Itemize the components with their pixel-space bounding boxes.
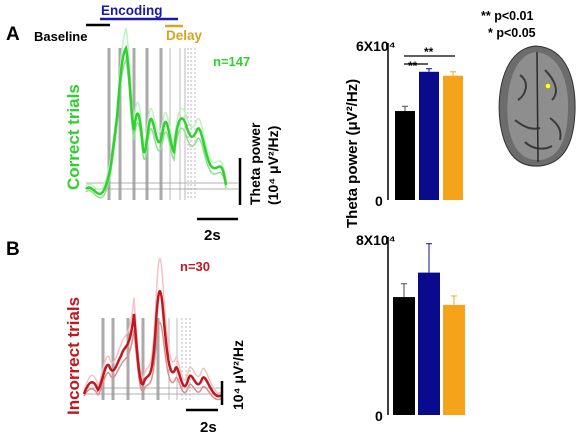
time-scale-label-a: 2s [204, 227, 221, 244]
significance-brackets: ** ** [404, 45, 455, 73]
phase-label-delay: Delay [166, 28, 203, 43]
sig-mark-encoding: ** [408, 59, 418, 73]
bar-chart-b-ymin: 0 [375, 408, 383, 424]
bar-chart-a-ylabel: Theta power (μV²/Hz) [344, 79, 361, 228]
bar-encoding [418, 272, 440, 415]
bar-encoding [419, 71, 439, 201]
time-scale-label-b: 2s [200, 419, 217, 436]
bar-delay [443, 75, 463, 200]
n-label-correct: n=147 [213, 54, 250, 69]
bar-chart-b [393, 243, 465, 415]
phase-label-baseline: Baseline [34, 29, 87, 44]
bar-chart-a-ymax: 6X10⁴ [356, 38, 396, 54]
bar-baseline [393, 297, 415, 415]
n-label-incorrect: n=30 [180, 259, 210, 274]
incorrect-trace-plot [82, 258, 223, 401]
bar-chart-a [395, 68, 463, 201]
correct-trace-plot [85, 27, 238, 200]
scale-label-a-line2: (10⁴ μV²/Hz) [265, 126, 281, 205]
sig-legend-double: ** p<0.01 [481, 9, 534, 23]
scale-label-b: 10⁴ μV²/Hz [230, 340, 246, 410]
scale-label-a-line1: Theta power [247, 122, 263, 205]
sig-mark-delay: ** [424, 45, 434, 59]
phase-label-encoding: Encoding [101, 3, 163, 18]
panel-label-a: A [6, 24, 20, 45]
bar-chart-a-ymin: 0 [375, 193, 383, 209]
bar-chart-b-ymax: 8X10⁴ [356, 232, 396, 248]
sig-legend-single: * p<0.05 [488, 26, 536, 40]
electrode-marker [545, 83, 551, 89]
bar-delay [443, 304, 465, 415]
panel-label-b: B [6, 239, 20, 260]
brain-image [498, 45, 576, 167]
bar-baseline [395, 111, 415, 200]
correct-trials-label: Correct trials [64, 84, 83, 190]
incorrect-trials-label: Incorrect trials [64, 297, 83, 415]
